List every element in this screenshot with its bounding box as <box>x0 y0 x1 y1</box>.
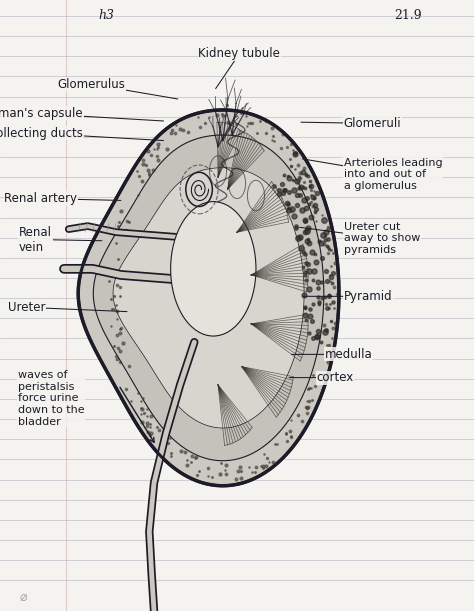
Polygon shape <box>93 135 324 461</box>
Polygon shape <box>78 110 339 486</box>
Text: Glomeruli: Glomeruli <box>301 117 401 130</box>
Ellipse shape <box>171 202 256 336</box>
Text: Pyramid: Pyramid <box>303 290 392 303</box>
Text: Glomerulus: Glomerulus <box>58 78 178 99</box>
Text: h3: h3 <box>99 9 115 22</box>
Text: Ureter: Ureter <box>8 301 127 314</box>
Text: cortex: cortex <box>289 371 354 384</box>
Text: medulla: medulla <box>292 348 373 361</box>
Text: Renal artery: Renal artery <box>4 192 121 205</box>
Text: Arterioles leading
into and out of
a glomerulus: Arterioles leading into and out of a glo… <box>302 158 442 191</box>
Text: Kidney tubule: Kidney tubule <box>199 47 280 89</box>
Text: Collecting ducts: Collecting ducts <box>0 126 164 141</box>
Text: Renal
vein: Renal vein <box>19 225 102 254</box>
Text: Bowman's capsule: Bowman's capsule <box>0 106 164 121</box>
Text: 21.9: 21.9 <box>394 9 421 22</box>
Text: waves of
peristalsis
force urine
down to the
bladder: waves of peristalsis force urine down to… <box>18 370 85 426</box>
Polygon shape <box>113 168 304 428</box>
Text: Ureter cut
away to show
pyramids: Ureter cut away to show pyramids <box>300 222 420 255</box>
Text: ⌀: ⌀ <box>20 591 27 604</box>
